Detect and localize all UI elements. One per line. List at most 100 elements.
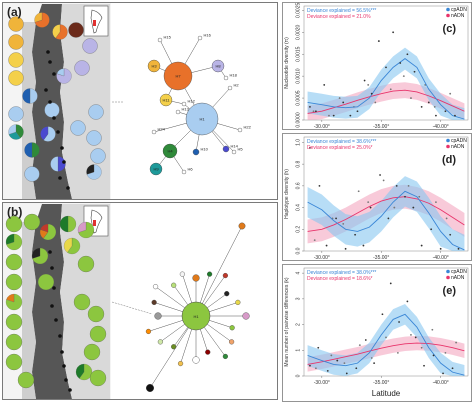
haplotype-label: H1 [193,314,199,319]
pie-marker [86,164,102,180]
pie-marker [88,104,104,120]
pie-marker [44,102,60,118]
data-point [423,364,425,367]
y-tick-label: 3 [296,297,302,300]
data-point [325,244,328,247]
sample-site-dot [52,286,56,290]
haplotype-node [222,353,228,360]
pie-marker [39,223,57,241]
pie-marker [40,126,56,142]
data-point [336,359,339,362]
pie-marker [5,233,23,251]
pie-marker [59,215,77,233]
data-point [354,233,357,236]
y-tick-label: 0.4 [296,204,302,211]
haplotype-node [235,299,241,306]
pie-marker [77,221,95,239]
haplotype-node [231,149,237,155]
deviance-annotation: Deviance explained = 38.6%*** [307,139,376,145]
x-tick-label: -40.00° [433,255,449,261]
haplotype-label: H2 [234,83,240,88]
data-point [326,369,329,372]
legend-marker [446,138,450,143]
haplotype-node [163,61,193,91]
haplotype-node [175,109,181,115]
pie-marker [34,12,50,28]
haplotype-node [222,272,228,279]
sample-site-dot [58,334,62,338]
pie-marker [5,273,23,291]
data-point [385,66,387,69]
haplotype-node [177,360,184,367]
pie-marker [5,353,23,371]
x-tick-label: -40.00° [433,380,449,386]
pie-marker [73,293,91,311]
deviance-annotation: Deviance explained = 21.0% [307,14,371,20]
data-point [370,92,373,95]
y-tick-label: 1 [296,349,302,352]
data-point [313,239,316,242]
data-point [343,362,346,365]
data-point [374,101,377,104]
panel-b: H1 (b) [3,203,250,399]
data-point [406,53,409,56]
haplotype-node [147,59,161,73]
y-tick-label: 1.0 [296,139,302,146]
haplotype-node [197,35,203,41]
data-point [435,201,437,204]
y-tick-label: 0.0025 [296,3,302,19]
sample-site-dot [60,146,64,150]
data-point [432,354,435,357]
data-point [377,40,380,42]
haplotype-node [162,143,178,159]
sample-site-dot [60,350,64,354]
data-point [342,101,345,104]
data-point [328,114,330,117]
pie-marker [86,130,102,146]
data-point [395,184,398,187]
haplotype-node [238,222,246,230]
pie-marker [8,106,24,122]
data-point [457,247,460,250]
haplotype-node-main [181,301,211,331]
haplotype-node [206,271,213,277]
data-point [455,341,458,344]
data-point [309,105,311,108]
haplotype-label: H10 [201,147,209,152]
y-tick-label: 0.0020 [296,24,302,40]
data-point [349,114,352,117]
data-point [312,110,315,113]
data-point [318,184,321,187]
haplotype-node [145,328,152,335]
data-point [317,346,320,349]
pie-marker [89,325,107,343]
y-tick-label: 0 [296,374,302,377]
y-tick-label: 0.0015 [296,46,302,62]
haplotype-node [152,284,159,290]
haplotype-node [228,339,235,345]
inset-map-a [83,5,109,37]
sample-site-dot [56,130,60,134]
haplotype-node [224,291,230,297]
pie-marker [8,124,24,140]
haplotype-network-b: H1 [111,222,250,392]
haplotype-label: H13 [182,107,190,112]
data-point [385,336,387,339]
y-tick-label: 0.2 [296,226,302,233]
haplotype-node [157,37,163,43]
x-tick-label: -35.00° [373,380,389,386]
data-point [399,62,402,64]
data-point [389,88,392,91]
pie-marker [90,148,106,164]
y-tick-label: 0.0 [296,247,302,254]
pie-marker [52,24,68,40]
pie-marker [5,215,23,233]
sample-site-dot [50,304,54,308]
pie-markers-b [5,213,107,392]
data-point [396,351,399,354]
data-point [363,79,366,82]
sample-site-dot [62,364,66,368]
data-point [439,247,442,250]
pie-marker [89,369,107,387]
haplotype-label: H7 [175,74,181,79]
